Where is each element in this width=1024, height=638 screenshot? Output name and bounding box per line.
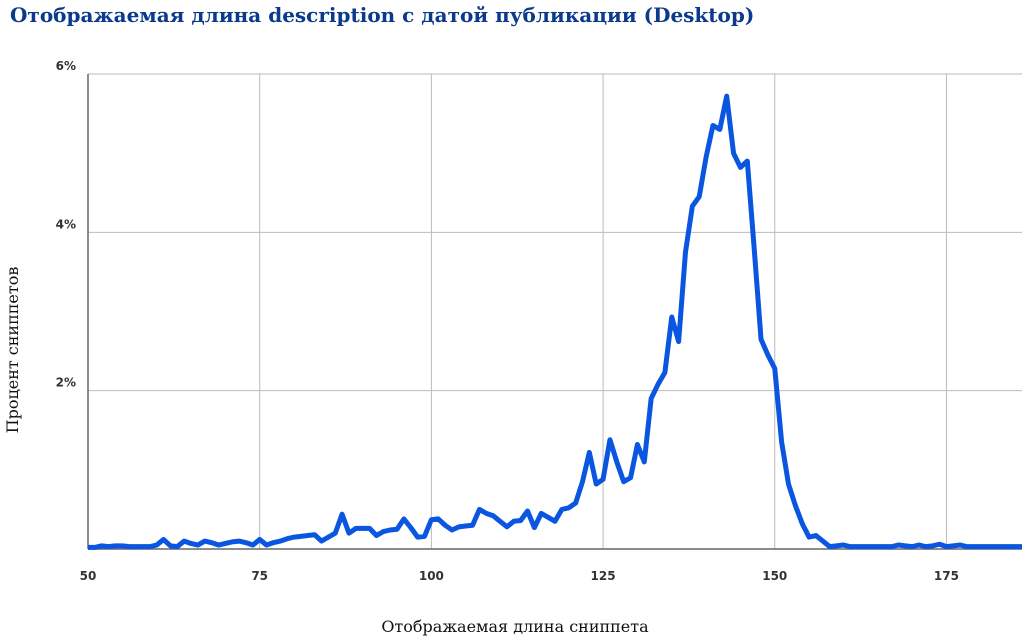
y-tick-label: 2%: [56, 376, 76, 390]
x-tick-label: 75: [251, 569, 268, 583]
x-axis-title: Отображаемая длина сниппета: [381, 617, 649, 636]
y-tick-label: 6%: [56, 59, 76, 73]
y-axis-title: Процент сниппетов: [3, 267, 22, 434]
x-tick-label: 50: [80, 569, 97, 583]
y-tick-label: 4%: [56, 217, 76, 231]
data-line: [88, 93, 1022, 550]
x-tick-label: 100: [419, 569, 444, 583]
x-tick-label: 125: [591, 569, 616, 583]
x-tick-label: 175: [934, 569, 959, 583]
chart-title: Отображаемая длина description с датой п…: [10, 3, 754, 27]
x-tick-label: 150: [762, 569, 787, 583]
